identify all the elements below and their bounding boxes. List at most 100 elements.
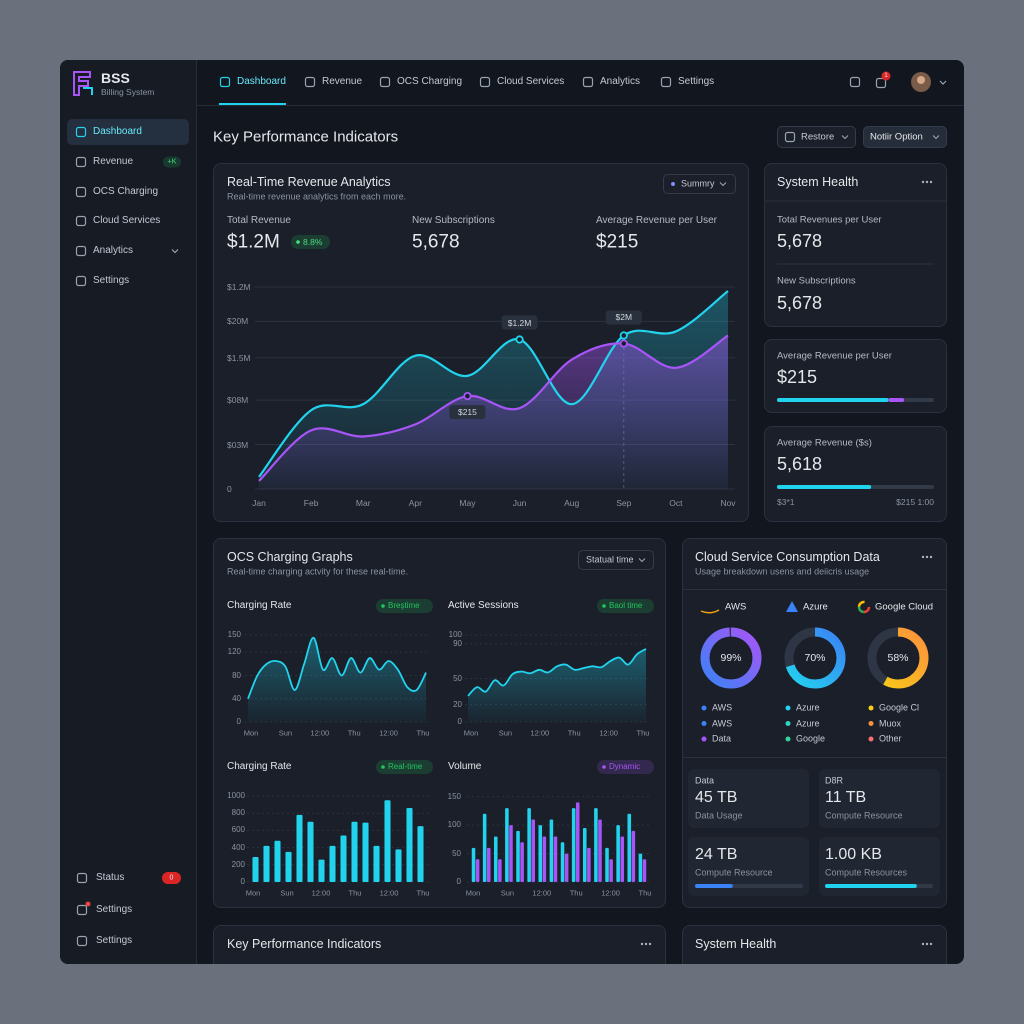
y-tick-label: 0 bbox=[227, 483, 232, 494]
nav-item[interactable]: OCS Charging bbox=[93, 186, 159, 197]
y-tick-label: $03M bbox=[227, 439, 249, 450]
provider-name: Azure bbox=[803, 601, 828, 613]
y-tick-label: 20 bbox=[453, 699, 462, 709]
button[interactable] bbox=[777, 126, 856, 148]
button-label[interactable]: Notiir Option bbox=[870, 131, 923, 143]
nav-item[interactable]: Status bbox=[96, 872, 125, 883]
nav-tab[interactable]: Analytics bbox=[600, 76, 641, 87]
nav-item[interactable]: Cloud Services bbox=[93, 215, 161, 226]
dropdown-label[interactable]: Statual time bbox=[586, 554, 634, 565]
x-tick-label: 12:00 bbox=[379, 728, 398, 738]
label: New Subscriptions bbox=[777, 275, 856, 287]
nav-tab[interactable]: Settings bbox=[678, 76, 715, 87]
dropdown[interactable] bbox=[663, 174, 736, 194]
label: Total Revenues per User bbox=[777, 214, 882, 226]
y-tick-label: 120 bbox=[227, 647, 241, 657]
x-tick-label: 12:00 bbox=[532, 888, 552, 898]
button-label[interactable]: Restore bbox=[801, 131, 835, 143]
divider bbox=[683, 757, 946, 758]
stat-value: 1.00 KB bbox=[825, 846, 882, 863]
card-title: System Health bbox=[695, 936, 777, 951]
metric-value: $215 bbox=[596, 231, 639, 253]
card-subtitle: Real-time revenue analytics from each mo… bbox=[227, 191, 407, 202]
provider-name: Google Cloud bbox=[875, 601, 934, 613]
y-tick-label: 0 bbox=[456, 877, 461, 886]
nav-tab[interactable]: Revenue bbox=[322, 76, 363, 87]
y-tick-label: 50 bbox=[453, 673, 462, 683]
ocs-card bbox=[213, 538, 666, 908]
badge: 0 bbox=[169, 874, 174, 882]
y-tick-label: 100 bbox=[448, 630, 462, 639]
label: Compute Resources bbox=[825, 867, 908, 878]
legend-label: Google bbox=[796, 733, 826, 744]
x-tick-label: Sun bbox=[498, 728, 513, 738]
x-tick-label: Mon bbox=[463, 728, 479, 738]
y-tick-label: 0 bbox=[240, 877, 245, 886]
stat-box bbox=[688, 769, 809, 828]
x-tick-label: Thu bbox=[347, 728, 361, 738]
system-health-card bbox=[764, 163, 947, 327]
legend-label: Azure bbox=[796, 718, 820, 728]
nav-item[interactable]: Settings bbox=[93, 275, 130, 286]
legend-label: Google Cl bbox=[879, 702, 920, 713]
metric-value: 5,618 bbox=[777, 454, 823, 474]
y-tick-label: 80 bbox=[232, 670, 241, 680]
y-tick-label: 50 bbox=[452, 848, 461, 858]
button[interactable] bbox=[863, 126, 947, 148]
card-subtitle: Real-time charging actvity for these rea… bbox=[227, 566, 409, 577]
x-tick-label: 12:00 bbox=[310, 728, 330, 738]
label: Compute Resource bbox=[695, 867, 773, 878]
y-tick-label: 0 bbox=[236, 717, 241, 726]
nav-tab[interactable]: OCS Charging bbox=[397, 76, 463, 87]
stat-value: 45 TB bbox=[695, 789, 738, 806]
label: Data bbox=[695, 775, 715, 786]
y-tick-label: 400 bbox=[231, 842, 245, 852]
badge: Dynamic bbox=[609, 762, 641, 771]
dropdown-label[interactable]: Summry bbox=[681, 178, 715, 189]
donut-label: 58% bbox=[887, 651, 909, 664]
x-tick-label: 12:00 bbox=[379, 888, 399, 898]
badge: 8.8% bbox=[303, 236, 323, 247]
card-title: Cloud Service Consumption Data bbox=[695, 549, 880, 564]
annotation: $215 bbox=[457, 406, 477, 417]
label: $3*1 bbox=[777, 496, 795, 507]
x-tick-label: Thu bbox=[416, 888, 430, 898]
nav-item[interactable]: Settings bbox=[96, 904, 133, 915]
nav-item[interactable]: Analytics bbox=[93, 245, 134, 256]
y-tick-label: 100 bbox=[447, 820, 461, 830]
nav-tab[interactable]: Dashboard bbox=[237, 76, 286, 87]
metric-value: $215 bbox=[777, 367, 818, 387]
nav-tab[interactable]: Cloud Services bbox=[497, 76, 565, 87]
stat-box bbox=[819, 769, 940, 828]
dropdown[interactable] bbox=[578, 550, 654, 570]
legend-label: Muox bbox=[879, 718, 902, 728]
nav-item[interactable]: Revenue bbox=[93, 156, 134, 167]
stat-value: 24 TB bbox=[695, 846, 738, 863]
avg-revenue-card bbox=[764, 426, 947, 522]
label: Total Revenue bbox=[227, 215, 291, 226]
y-tick-label: 800 bbox=[231, 808, 245, 818]
x-tick-label: Oct bbox=[669, 497, 683, 508]
badge: Real-time bbox=[388, 762, 423, 771]
badge: Breştime bbox=[388, 601, 420, 610]
y-tick-label: 1000 bbox=[227, 791, 245, 800]
x-tick-label: 12:00 bbox=[599, 728, 618, 738]
x-tick-label: Mon bbox=[243, 728, 259, 738]
metric-value: 5,678 bbox=[777, 293, 823, 313]
y-tick-label: 150 bbox=[447, 791, 461, 801]
label: BSS bbox=[101, 70, 130, 86]
stat-value: 11 TB bbox=[825, 789, 867, 806]
y-tick-label: 0 bbox=[457, 717, 462, 726]
donut-label: 99% bbox=[720, 651, 742, 664]
label: Billing System bbox=[101, 86, 155, 97]
nav-item[interactable]: Settings bbox=[96, 935, 133, 946]
annotation: $1.2M bbox=[507, 317, 532, 328]
nav-item[interactable]: Dashboard bbox=[93, 126, 142, 137]
bottom-card bbox=[213, 925, 666, 964]
card-title: OCS Charging Graphs bbox=[227, 549, 353, 564]
label: Compute Resource bbox=[825, 810, 903, 821]
y-tick-label: $08M bbox=[227, 394, 249, 405]
x-tick-label: Thu bbox=[567, 728, 581, 738]
label: Average Revenue ($s) bbox=[777, 437, 872, 449]
